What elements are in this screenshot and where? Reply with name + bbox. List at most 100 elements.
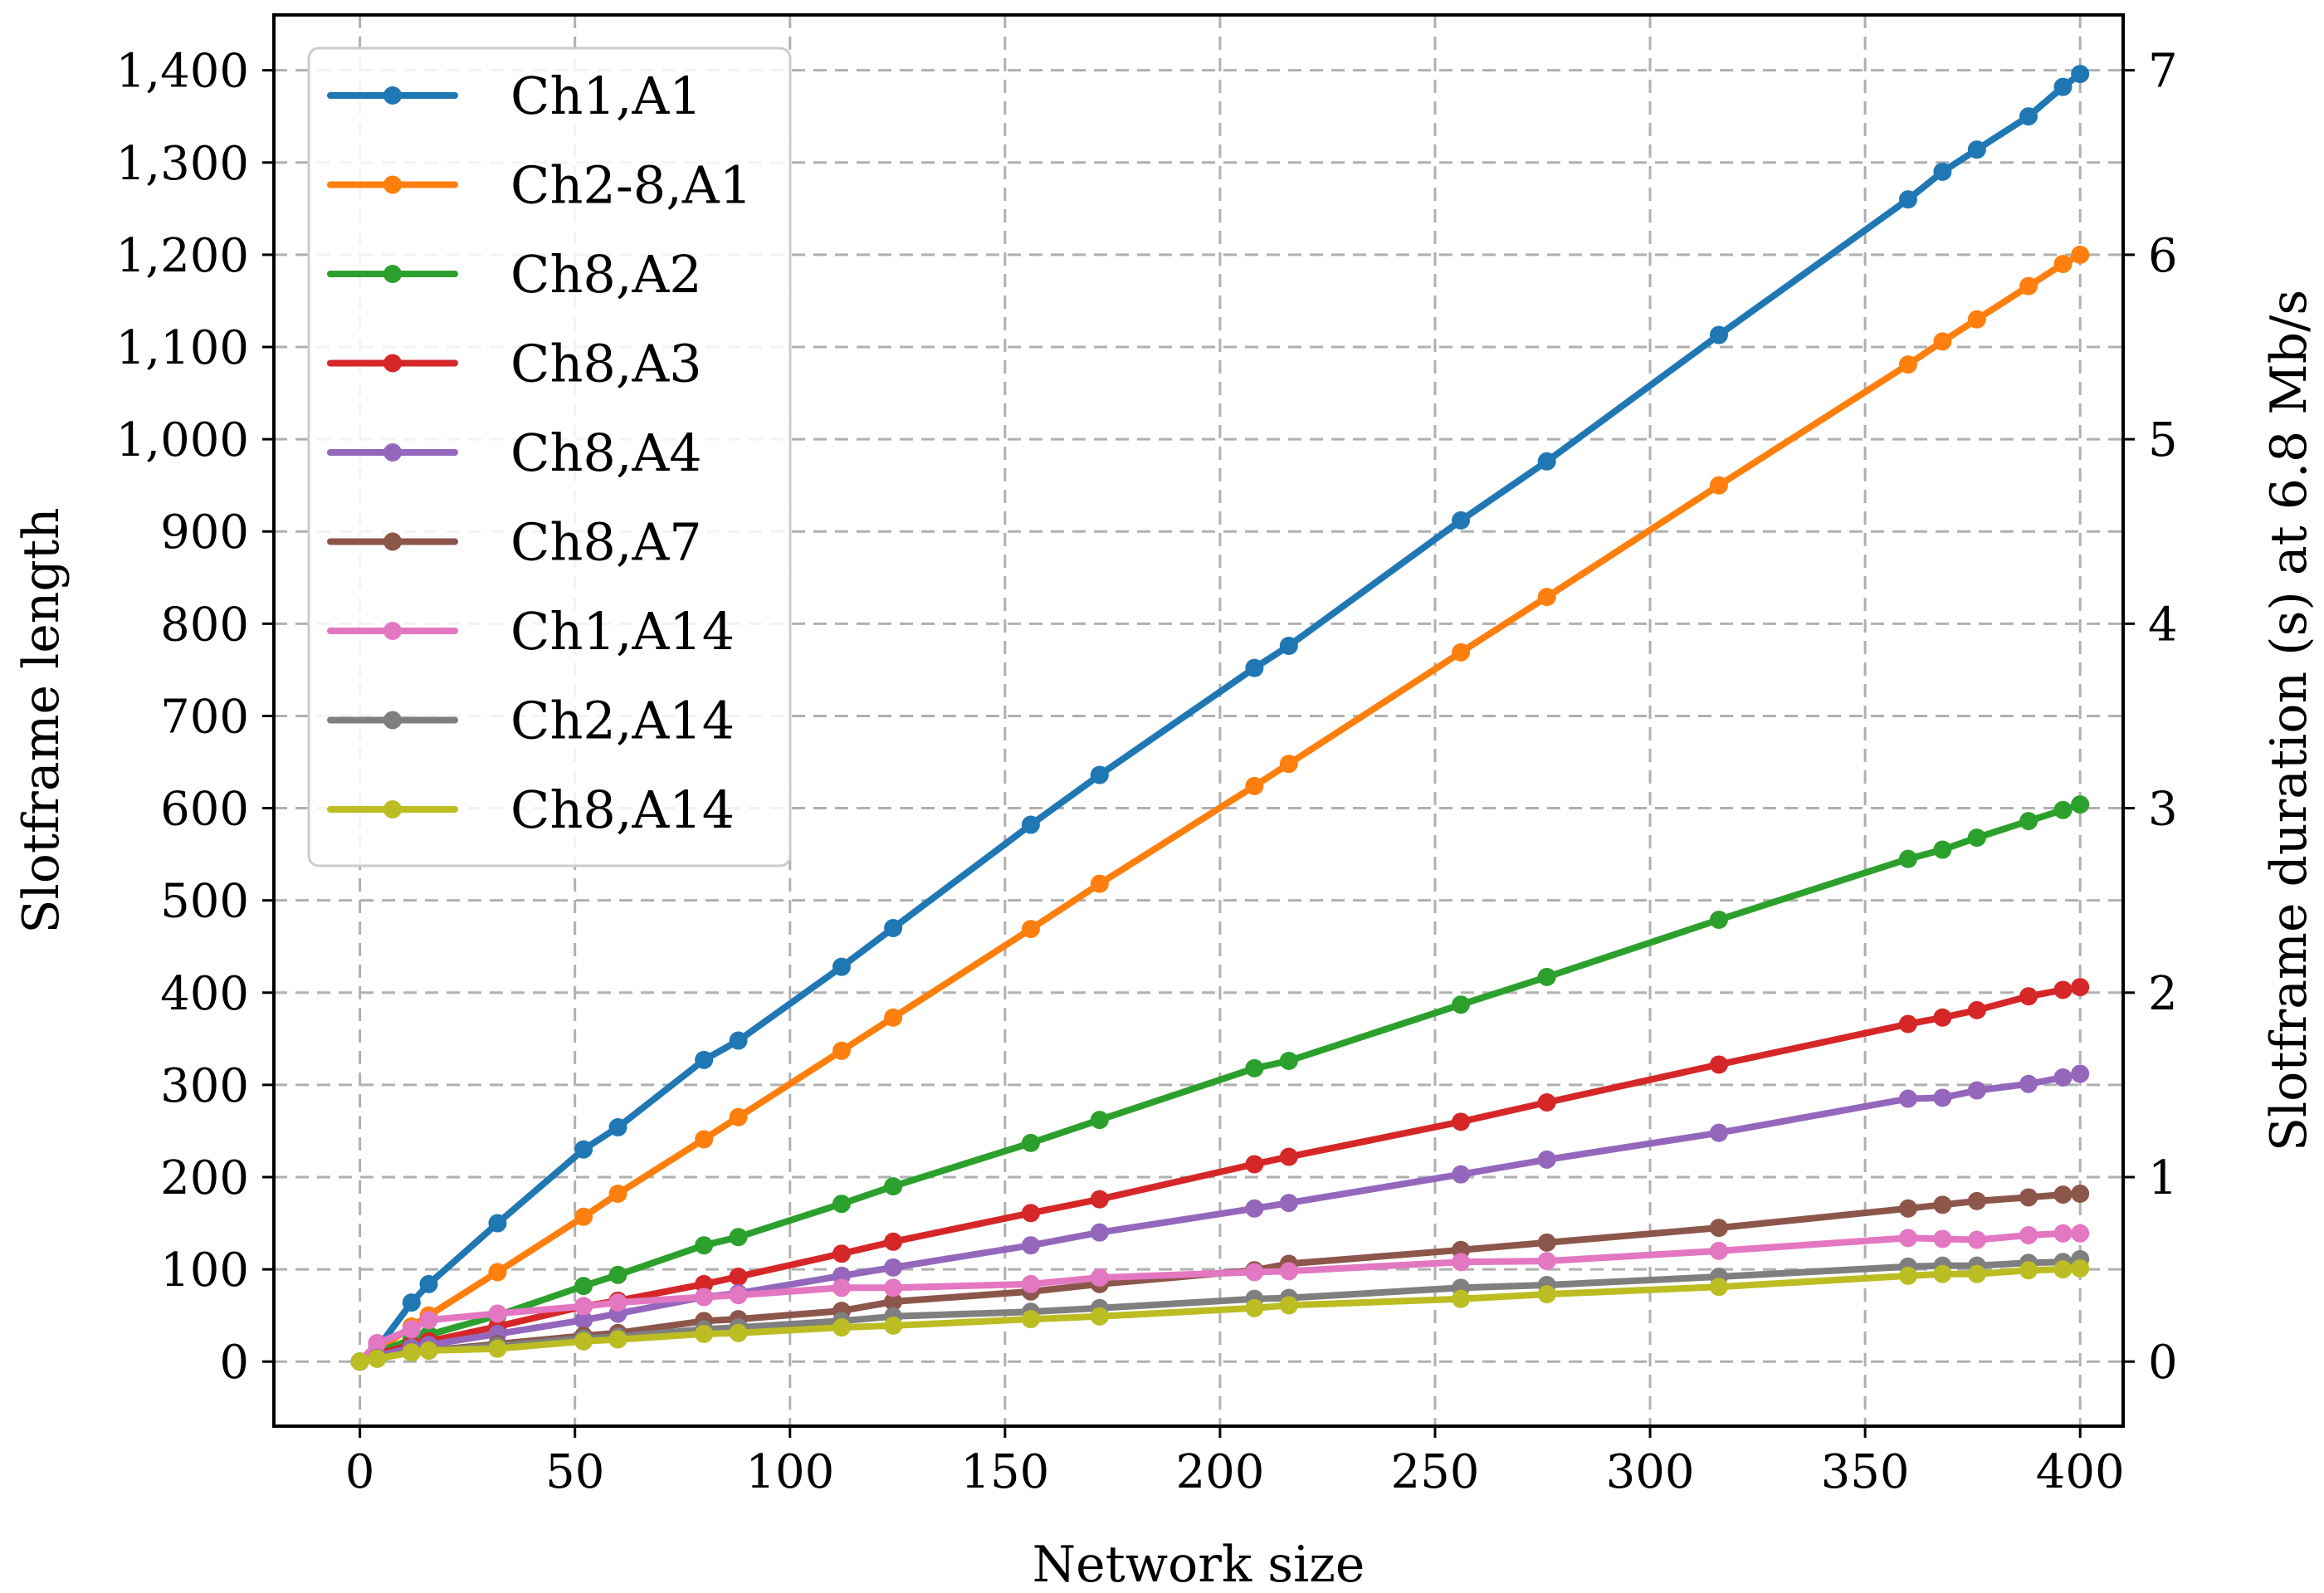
data-point	[1245, 1263, 1264, 1282]
data-point	[1967, 140, 1986, 159]
legend-marker	[383, 86, 402, 105]
data-point	[695, 1050, 714, 1069]
data-point	[884, 1177, 903, 1196]
y-tick-label: 500	[160, 875, 249, 929]
y2-tick-label: 3	[2148, 783, 2178, 837]
data-point	[729, 1323, 748, 1342]
legend-label: Ch8,A14	[510, 779, 735, 840]
data-point	[1709, 1278, 1728, 1297]
data-point	[1967, 310, 1986, 329]
legend-label: Ch8,A7	[510, 512, 702, 573]
data-point	[1898, 190, 1917, 209]
legend-entry: Ch8,A14	[327, 779, 735, 840]
y2-tick-label: 6	[2148, 229, 2178, 283]
data-point	[1537, 967, 1556, 986]
data-point	[574, 1332, 593, 1351]
data-point	[1537, 1285, 1556, 1304]
data-point	[368, 1334, 387, 1352]
data-point	[2019, 1188, 2038, 1207]
data-point	[1279, 1296, 1298, 1315]
data-point	[1898, 1266, 1917, 1285]
data-point	[1933, 332, 1952, 351]
data-point	[1933, 162, 1952, 181]
legend-marker	[383, 175, 402, 194]
legend-label: Ch1,A14	[510, 601, 735, 662]
data-point	[1898, 355, 1917, 374]
data-point	[2053, 1260, 2073, 1279]
data-point	[1898, 1089, 1917, 1108]
x-tick-label: 350	[1821, 1445, 1910, 1499]
y-tick-label: 0	[219, 1336, 249, 1390]
data-point	[729, 1268, 748, 1286]
series-ch8-a14	[350, 1259, 2090, 1371]
data-point	[488, 1304, 507, 1323]
data-point	[488, 1263, 507, 1282]
data-point	[2071, 1185, 2090, 1203]
data-point	[1452, 995, 1471, 1014]
y-tick-label: 1,300	[116, 137, 249, 191]
data-point	[419, 1311, 438, 1330]
data-point	[2019, 107, 2038, 126]
y2-tick-label: 2	[2148, 967, 2178, 1021]
data-point	[1090, 874, 1109, 893]
legend-label: Ch8,A4	[510, 423, 702, 483]
data-point	[1090, 1223, 1109, 1242]
data-point	[729, 1286, 748, 1305]
data-point	[2053, 980, 2073, 999]
axes: 0 50 100 150 200 250 300 350 4000100200300400500…	[116, 45, 2178, 1499]
data-point	[402, 1293, 421, 1312]
data-point	[1452, 1112, 1471, 1131]
data-point	[488, 1214, 507, 1233]
x-tick-label: 400	[2036, 1445, 2125, 1499]
legend-label: Ch8,A3	[510, 334, 702, 394]
data-point	[2053, 1068, 2073, 1087]
data-point	[608, 1330, 627, 1349]
data-point	[1709, 1055, 1728, 1074]
data-point	[2019, 987, 2038, 1006]
data-point	[884, 1292, 903, 1311]
data-point	[1452, 511, 1471, 530]
data-point	[832, 1195, 851, 1214]
legend-label: Ch1,A1	[510, 66, 702, 126]
data-point	[1967, 1081, 1986, 1100]
data-point	[884, 1278, 903, 1297]
data-point	[1245, 1199, 1264, 1218]
data-point	[1279, 1262, 1298, 1281]
data-point	[695, 1236, 714, 1255]
data-point	[1709, 476, 1728, 495]
y2-tick-label: 4	[2148, 598, 2178, 652]
data-point	[729, 1031, 748, 1050]
data-point	[1090, 1268, 1109, 1288]
data-point	[832, 1244, 851, 1263]
data-point	[695, 1274, 714, 1293]
y2-tick-label: 0	[2148, 1336, 2178, 1390]
data-point	[2019, 1074, 2038, 1093]
data-point	[1709, 1123, 1728, 1142]
legend-marker	[383, 711, 402, 730]
data-point	[1537, 588, 1556, 607]
legend-marker	[383, 265, 402, 283]
data-point	[608, 1265, 627, 1284]
y2-axis-title: Slotframe duration (s) at 6.8 Mb/s	[2260, 290, 2318, 1151]
legend-marker	[383, 800, 402, 818]
data-point	[1279, 1052, 1298, 1070]
data-point	[1967, 828, 1986, 848]
data-point	[1452, 1253, 1471, 1272]
data-point	[729, 1107, 748, 1126]
data-point	[1898, 1199, 1917, 1218]
data-point	[1279, 637, 1298, 655]
data-point	[1898, 849, 1917, 868]
data-point	[2019, 276, 2038, 296]
data-point	[884, 1316, 903, 1335]
data-point	[574, 1140, 593, 1159]
data-point	[1537, 1252, 1556, 1271]
y-tick-label: 800	[160, 598, 249, 652]
data-point	[368, 1349, 387, 1368]
data-point	[2071, 65, 2090, 84]
legend-marker	[383, 354, 402, 373]
legend-marker	[383, 532, 402, 551]
y-tick-label: 1,000	[116, 413, 249, 467]
y-tick-label: 1,200	[116, 229, 249, 283]
data-point	[1021, 815, 1040, 834]
data-point	[729, 1228, 748, 1247]
